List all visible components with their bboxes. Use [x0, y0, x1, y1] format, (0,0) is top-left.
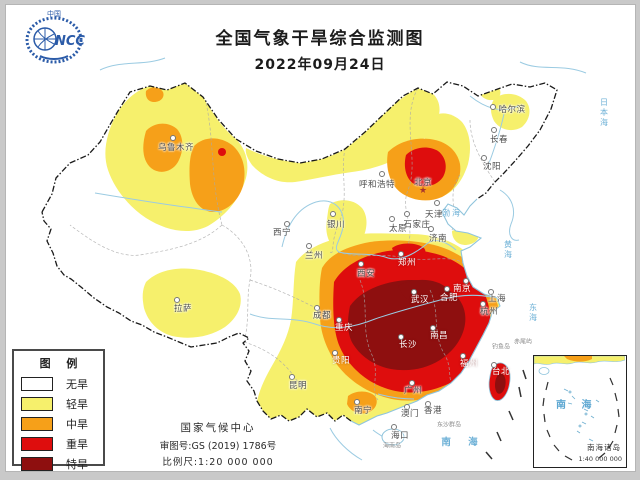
nine-dash-line [485, 369, 527, 460]
inset-nine-dash-line [542, 377, 620, 461]
inset-name-label: 南海诸岛 [587, 443, 621, 452]
inset-islands [563, 388, 600, 442]
map-title: 全国气象干旱综合监测图 [215, 29, 425, 49]
legend-box: 图 例 无旱轻旱中旱重旱特旱 [12, 349, 105, 471]
map-date: 2022年09月24日 [254, 57, 386, 73]
legend-swatch [21, 417, 53, 431]
inset-coast-orange [564, 356, 592, 362]
footer-scale: 比例尺:1:20 000 000 [162, 457, 274, 468]
coastline [350, 198, 501, 426]
logo-ncc-text: NCC [55, 34, 85, 49]
footer-organization: 国家气候中心 [180, 422, 256, 434]
legend-label: 中旱 [66, 418, 88, 431]
legend-label: 重旱 [66, 438, 88, 451]
national-border [41, 81, 558, 422]
legend-swatch [21, 457, 53, 471]
legend-swatch [21, 397, 53, 411]
legend-item: 重旱 [14, 434, 103, 454]
legend-label: 特旱 [66, 458, 88, 471]
legend-item: 中旱 [14, 414, 103, 434]
footer-approval-number: 审图号:GS (2019) 1786号 [159, 441, 277, 452]
south-china-sea-inset: 南 海 南海诸岛 1:40 000 000 [533, 355, 627, 468]
legend-title: 图 例 [39, 357, 84, 370]
logo-globe-grid [34, 28, 56, 50]
logo-base-swoosh [39, 55, 69, 60]
legend-item: 特旱 [14, 454, 103, 474]
taiwan-island [488, 362, 511, 401]
legend-label: 无旱 [66, 378, 88, 391]
legend-items: 无旱轻旱中旱重旱特旱 [14, 374, 103, 474]
legend-label: 轻旱 [66, 398, 88, 411]
legend-item: 无旱 [14, 374, 103, 394]
drought-fill-layer [105, 83, 530, 425]
footer-block: 国家气候中心 审图号:GS (2019) 1786号 比例尺:1:20 000 … [128, 420, 308, 468]
inset-hainan [538, 367, 550, 375]
inset-map [533, 355, 626, 461]
logo-wreath [25, 16, 83, 64]
legend-swatch [21, 437, 53, 451]
ncc-logo: 中国 NCC [25, 9, 85, 64]
logo-country-text: 中国 [47, 9, 61, 18]
inset-sea-label: 南 海 [556, 400, 598, 411]
inset-scale-label: 1:40 000 000 [578, 455, 622, 463]
province-borders [69, 87, 496, 401]
hainan-island [381, 428, 405, 446]
legend-item: 轻旱 [14, 394, 103, 414]
legend-swatch [21, 377, 53, 391]
